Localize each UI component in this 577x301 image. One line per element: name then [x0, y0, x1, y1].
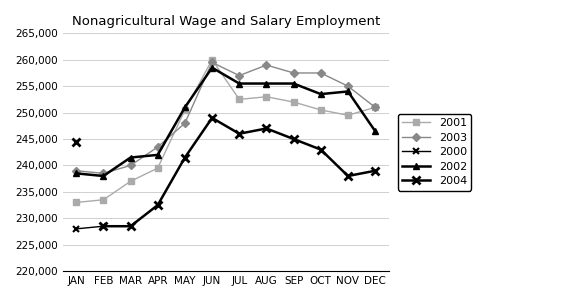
2003 — [372, 106, 379, 109]
2003 — [154, 145, 161, 149]
2001 — [263, 95, 270, 98]
2002 — [154, 153, 161, 157]
2003 — [73, 169, 80, 172]
2003 — [181, 121, 188, 125]
2004 — [317, 148, 324, 151]
2001 — [290, 100, 297, 104]
2001 — [236, 98, 243, 101]
2002 — [372, 129, 379, 133]
2004 — [236, 132, 243, 135]
2002 — [73, 172, 80, 175]
2000 — [100, 225, 107, 228]
2003 — [263, 63, 270, 67]
2001 — [209, 58, 216, 62]
2004 — [127, 225, 134, 228]
Title: Nonagricultural Wage and Salary Employment: Nonagricultural Wage and Salary Employme… — [72, 15, 380, 28]
2001 — [127, 179, 134, 183]
2002 — [344, 90, 351, 93]
2002 — [209, 66, 216, 70]
2002 — [236, 82, 243, 85]
Line: 2003: 2003 — [73, 60, 378, 176]
2004 — [181, 156, 188, 159]
2001 — [181, 108, 188, 112]
2004 — [372, 169, 379, 172]
2001 — [372, 106, 379, 109]
2001 — [73, 201, 80, 204]
Legend: 2001, 2003, 2000, 2002, 2004: 2001, 2003, 2000, 2002, 2004 — [398, 114, 471, 191]
2004 — [263, 127, 270, 130]
2003 — [236, 74, 243, 77]
2001 — [100, 198, 107, 202]
2004 — [344, 174, 351, 178]
Line: 2000: 2000 — [73, 223, 107, 232]
2000 — [73, 227, 80, 231]
2002 — [127, 156, 134, 159]
2004 — [209, 116, 216, 120]
2003 — [290, 71, 297, 75]
2002 — [263, 82, 270, 85]
2001 — [154, 166, 161, 170]
2003 — [127, 164, 134, 167]
2002 — [100, 174, 107, 178]
2002 — [290, 82, 297, 85]
2002 — [181, 106, 188, 109]
2004 — [154, 203, 161, 207]
Line: 2001: 2001 — [73, 57, 378, 205]
Line: 2002: 2002 — [73, 64, 379, 179]
2003 — [344, 84, 351, 88]
2003 — [209, 61, 216, 64]
2001 — [344, 113, 351, 117]
2003 — [100, 172, 107, 175]
Line: 2004: 2004 — [99, 114, 379, 230]
2003 — [317, 71, 324, 75]
2001 — [317, 108, 324, 112]
2002 — [317, 92, 324, 96]
2004 — [290, 137, 297, 141]
2004 — [100, 225, 107, 228]
